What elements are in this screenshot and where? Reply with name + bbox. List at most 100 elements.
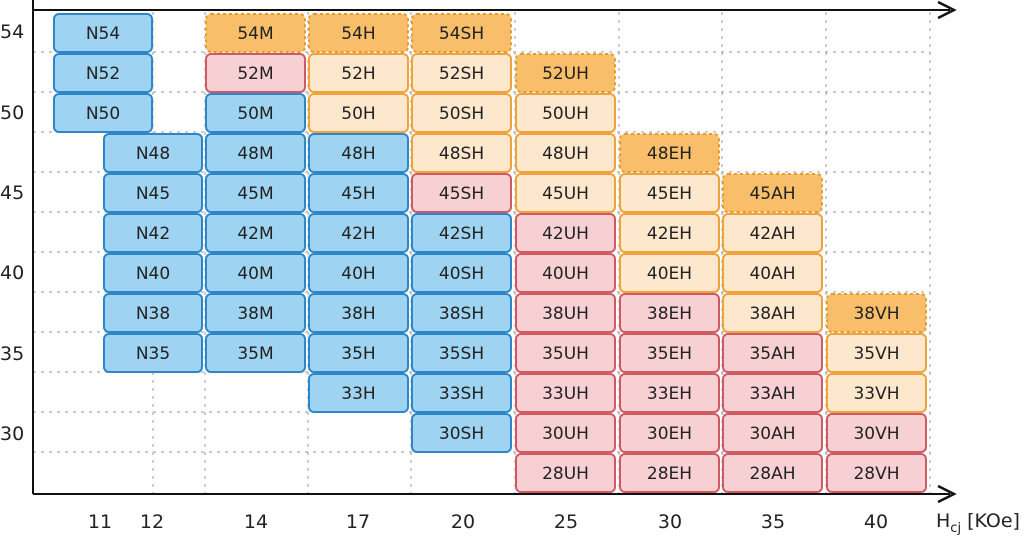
grade-label: 52M [237, 64, 273, 84]
grade-box-45uh [515, 173, 616, 213]
grade-box-48h [308, 133, 409, 173]
grade-box-50sh [411, 93, 512, 133]
grade-label: 54H [341, 24, 375, 44]
grade-box-52uh [515, 53, 616, 93]
x-axis-title-unit: [KOe] [967, 510, 1020, 532]
grade-label: 48UH [542, 144, 589, 164]
grade-box-28vh [826, 453, 927, 493]
grade-label: 33AH [749, 384, 795, 404]
x-tick-label: 14 [244, 511, 268, 533]
grade-box-30ah [722, 413, 823, 453]
grade-box-30sh [411, 413, 512, 453]
grade-label: 35AH [749, 344, 795, 364]
grade-box-48m [205, 133, 306, 173]
grade-label: 45SH [439, 184, 484, 204]
grade-label: 35M [237, 344, 273, 364]
grade-label: 45AH [749, 184, 795, 204]
grade-label: 35UH [542, 344, 589, 364]
grade-boxes: N54 N52 N50 N48 N45 N42 N40 N38 N35 54M 52M 50M 48M 4… [53, 13, 927, 493]
grade-label: 35SH [439, 344, 484, 364]
grade-label: 54M [237, 24, 273, 44]
grade-label: 40H [341, 264, 375, 284]
grade-box-38eh [619, 293, 720, 333]
x-tick-label: 11 [88, 511, 112, 533]
grade-label: 30VH [853, 424, 899, 444]
x-tick-label: 20 [451, 511, 475, 533]
x-axis-title: Hcj [KOe] [936, 510, 1020, 536]
grade-box-48uh [515, 133, 616, 173]
grade-label: N45 [136, 184, 170, 204]
grade-box-54h [308, 13, 409, 53]
grade-box-30uh [515, 413, 616, 453]
grade-box-40sh [411, 253, 512, 293]
grade-label: 42SH [439, 224, 484, 244]
grade-label: 48EH [647, 144, 692, 164]
grade-box-33vh [826, 373, 927, 413]
grade-box-33eh [619, 373, 720, 413]
grade-box-42m [205, 213, 306, 253]
y-tick-label: 30 [0, 423, 24, 445]
x-tick-labels: 11 12 14 17 20 25 30 35 40 [88, 511, 888, 533]
grade-label: 28EH [647, 464, 692, 484]
grade-label: 50M [237, 104, 273, 124]
grade-label: 30UH [542, 424, 589, 444]
grade-box-45m [205, 173, 306, 213]
top-axis-arrow [937, 0, 957, 20]
grade-box-n42 [103, 213, 203, 253]
x-tick-label: 40 [864, 511, 888, 533]
grade-label: 38SH [439, 304, 484, 324]
grade-box-42eh [619, 213, 720, 253]
grade-label: 38UH [542, 304, 589, 324]
grade-box-38m [205, 293, 306, 333]
grade-label: 30EH [647, 424, 692, 444]
grade-label: 28VH [853, 464, 899, 484]
grade-label: 38H [341, 304, 375, 324]
grade-box-35h [308, 333, 409, 373]
grade-box-28uh [515, 453, 616, 493]
grade-label: 42M [237, 224, 273, 244]
grade-box-52sh [411, 53, 512, 93]
grade-box-40uh [515, 253, 616, 293]
grade-label: 52H [341, 64, 375, 84]
grade-box-n35 [103, 333, 203, 373]
grade-box-30eh [619, 413, 720, 453]
grade-label: 38VH [853, 304, 899, 324]
grade-label: 45UH [542, 184, 589, 204]
grade-box-40m [205, 253, 306, 293]
grade-box-33sh [411, 373, 512, 413]
grade-box-30vh [826, 413, 927, 453]
grade-box-33ah [722, 373, 823, 413]
grade-label: 30SH [439, 424, 484, 444]
grade-box-45sh [411, 173, 512, 213]
grade-box-n52 [53, 53, 153, 93]
y-tick-label: 50 [0, 102, 24, 124]
y-tick-label: 45 [0, 182, 24, 204]
grade-label: 33EH [647, 384, 692, 404]
grade-label: 45EH [647, 184, 692, 204]
grade-box-45eh [619, 173, 720, 213]
grade-label: 42H [341, 224, 375, 244]
grade-box-35uh [515, 333, 616, 373]
y-tick-label: 35 [0, 343, 24, 365]
x-tick-label: 12 [140, 511, 164, 533]
x-tick-label: 35 [761, 511, 785, 533]
grade-label: 28AH [749, 464, 795, 484]
grade-box-38vh [826, 293, 927, 333]
grade-label: 35VH [853, 344, 899, 364]
grade-box-38uh [515, 293, 616, 333]
grade-label: 40UH [542, 264, 589, 284]
grade-label: N50 [86, 104, 120, 124]
grade-label: 35EH [647, 344, 692, 364]
grade-label: 40SH [439, 264, 484, 284]
grade-box-40ah [722, 253, 823, 293]
grade-box-54m [205, 13, 306, 53]
grade-label: 45H [341, 184, 375, 204]
x-tick-label: 17 [346, 511, 370, 533]
grade-box-n54 [53, 13, 153, 53]
grade-label: 33UH [542, 384, 589, 404]
grade-label: 48SH [439, 144, 484, 164]
grade-box-n40 [103, 253, 203, 293]
grade-label: N38 [136, 304, 170, 324]
grade-label: N52 [86, 64, 120, 84]
